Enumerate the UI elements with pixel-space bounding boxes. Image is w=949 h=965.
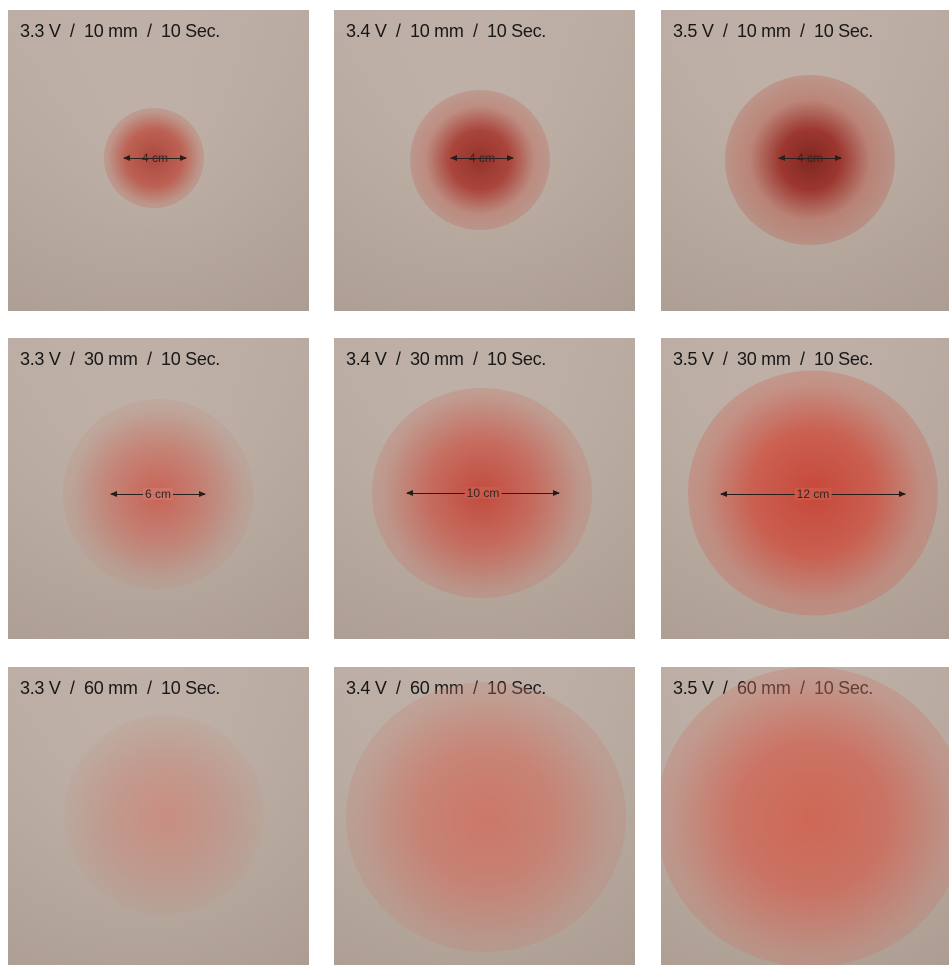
photo-panel-3.5v-10mm: 3.5 V / 10 mm / 10 Sec. 4 cm (661, 10, 949, 311)
measurement-label: 4 cm (141, 150, 169, 165)
stain-spot (725, 75, 895, 245)
photo-panel-3.5v-30mm: 3.5 V / 30 mm / 10 Sec. 12 cm (661, 338, 949, 639)
panel-label: 3.4 V / 30 mm / 10 Sec. (346, 349, 546, 369)
photo-panel-3.3v-30mm: 3.3 V / 30 mm / 10 Sec. 6 cm (8, 338, 309, 639)
measurement-arrow: 4 cm (450, 150, 514, 165)
measurement-arrow: 10 cm (406, 485, 560, 500)
measurement-label: 10 cm (464, 485, 502, 500)
panel-label: 3.3 V / 60 mm / 10 Sec. (20, 678, 220, 698)
photo-panel-3.4v-10mm: 3.4 V / 10 mm / 10 Sec. 4 cm (334, 10, 635, 311)
measurement-arrow: 6 cm (110, 486, 206, 501)
panel-label: 3.3 V / 30 mm / 10 Sec. (20, 349, 220, 369)
panel-label: 3.4 V / 10 mm / 10 Sec. (346, 21, 546, 41)
photo-panel-3.4v-60mm: 3.4 V / 60 mm / 10 Sec. (334, 667, 635, 965)
measurement-label: 6 cm (142, 486, 174, 501)
photo-panel-3.3v-10mm: 3.3 V / 10 mm / 10 Sec. 4 cm (8, 10, 309, 311)
stain-spot (661, 667, 949, 965)
measurement-label: 4 cm (796, 150, 824, 165)
stain-spot (64, 715, 264, 915)
measurement-label: 12 cm (794, 486, 832, 501)
photo-panel-3.4v-30mm: 3.4 V / 30 mm / 10 Sec. 10 cm (334, 338, 635, 639)
measurement-arrow: 12 cm (720, 486, 906, 501)
measurement-arrow: 4 cm (123, 150, 187, 165)
panel-label: 3.5 V / 10 mm / 10 Sec. (673, 21, 873, 41)
stain-spot (410, 90, 550, 230)
photo-panel-3.3v-60mm: 3.3 V / 60 mm / 10 Sec. (8, 667, 309, 965)
panel-label: 3.5 V / 30 mm / 10 Sec. (673, 349, 873, 369)
stain-spot (346, 682, 626, 952)
photo-panel-3.5v-60mm: 3.5 V / 60 mm / 10 Sec. (661, 667, 949, 965)
measurement-arrow: 4 cm (778, 150, 842, 165)
measurement-label: 4 cm (468, 150, 496, 165)
panel-label: 3.3 V / 10 mm / 10 Sec. (20, 21, 220, 41)
